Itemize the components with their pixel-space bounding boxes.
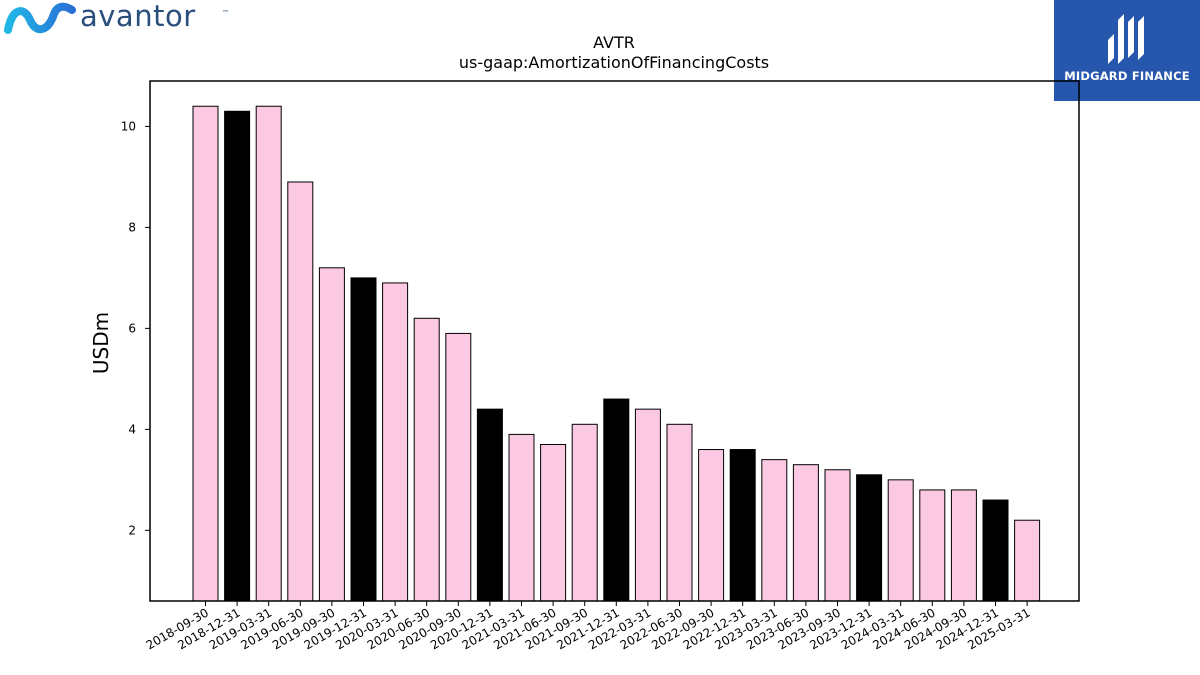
bar bbox=[413, 317, 440, 602]
bar bbox=[476, 408, 503, 602]
bar bbox=[540, 443, 567, 602]
bar bbox=[792, 464, 819, 602]
bar bbox=[698, 449, 725, 602]
bar bbox=[224, 110, 251, 602]
bar bbox=[950, 489, 977, 602]
bar bbox=[856, 474, 883, 602]
y-tick-label: 2 bbox=[128, 523, 136, 537]
bar bbox=[603, 398, 630, 602]
bar-series bbox=[192, 105, 1041, 602]
bar bbox=[824, 469, 851, 602]
bar bbox=[1014, 519, 1041, 602]
midgard-finance-text: MIDGARD FINANCE bbox=[1064, 69, 1190, 83]
y-axis-ticks: 2 4 6 8 10 bbox=[121, 119, 150, 537]
bar bbox=[634, 408, 661, 602]
avantor-mark-icon bbox=[4, 2, 76, 34]
bar bbox=[729, 449, 756, 602]
bar bbox=[350, 277, 377, 602]
trademark-mark: ™ bbox=[222, 9, 229, 17]
y-axis-label: USDm bbox=[89, 312, 113, 374]
bar bbox=[887, 479, 914, 602]
chart-title: AVTR bbox=[593, 33, 635, 52]
bar bbox=[192, 105, 219, 602]
y-tick-label: 10 bbox=[121, 119, 136, 133]
bar bbox=[761, 459, 788, 602]
chart-subtitle: us-gaap:AmortizationOfFinancingCosts bbox=[459, 53, 769, 72]
y-tick-label: 8 bbox=[128, 220, 136, 234]
plot-frame bbox=[149, 80, 1080, 602]
bar bbox=[255, 105, 282, 602]
bar bbox=[445, 332, 472, 602]
bar bbox=[508, 433, 535, 602]
avantor-logo: avantor ™ bbox=[4, 0, 234, 38]
bar bbox=[287, 181, 314, 602]
y-tick-label: 6 bbox=[128, 321, 136, 335]
y-tick-label: 4 bbox=[128, 422, 136, 436]
x-axis-ticks: 2018-09-302018-12-312019-03-312019-06-30… bbox=[144, 601, 1033, 652]
bar bbox=[571, 423, 598, 602]
bar bbox=[982, 499, 1009, 602]
bar bbox=[666, 423, 693, 602]
bar bbox=[382, 282, 409, 602]
midgard-mark-icon bbox=[1108, 14, 1144, 64]
bar bbox=[318, 267, 345, 602]
avantor-wordmark: avantor bbox=[80, 0, 196, 33]
bar bbox=[919, 489, 946, 602]
